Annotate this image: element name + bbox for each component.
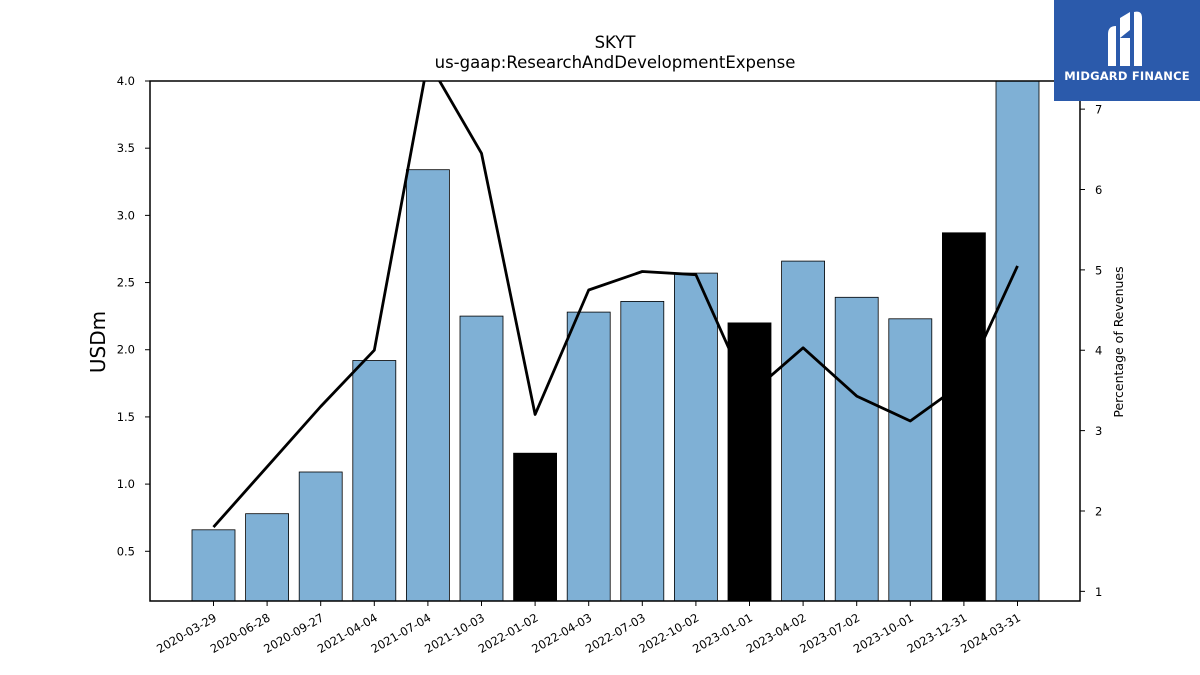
x-tick-label: 2023-04-02 (744, 610, 809, 656)
bar-2022-01-02 (513, 452, 557, 601)
y2-axis-ticks: 1 2 3 4 5 6 7 (1080, 103, 1102, 599)
y-tick-label: 3.5 (117, 141, 135, 155)
x-tick-label: 2021-07-04 (369, 610, 434, 656)
bar-2021-07-04 (405, 169, 450, 601)
bar-2021-04-04 (352, 360, 397, 601)
y2-tick-label: 2 (1095, 504, 1102, 518)
bar-2021-10-03 (459, 315, 504, 601)
y-tick-label: 1.0 (117, 477, 135, 491)
y-tick-label: 2.0 (117, 343, 135, 357)
x-axis-ticks: 2020-03-292020-06-282020-09-272021-04-04… (154, 601, 1023, 656)
y-tick-label: 4.0 (117, 74, 135, 88)
bar-2022-10-02 (674, 272, 718, 601)
x-tick-label: 2024-03-31 (958, 610, 1023, 656)
bar-2020-09-27 (298, 471, 343, 601)
y2-tick-label: 3 (1095, 424, 1102, 438)
x-tick-label: 2022-04-03 (529, 610, 594, 656)
bar-2023-10-01 (888, 318, 933, 601)
chart-title: SKYT (595, 33, 637, 52)
brand-name: MIDGARD FINANCE (1064, 69, 1190, 83)
x-tick-label: 2022-01-02 (476, 610, 541, 656)
y2-axis-label: Percentage of Revenues (1111, 266, 1126, 417)
x-tick-label: 2020-06-28 (208, 610, 273, 656)
bar-2023-07-02 (834, 296, 879, 601)
bar-2020-06-28 (245, 513, 290, 601)
x-tick-label: 2023-07-02 (797, 610, 862, 656)
bar-2023-01-01 (727, 322, 772, 601)
bar-2024-03-31 (995, 81, 1040, 601)
x-tick-label: 2022-07-03 (583, 610, 648, 656)
bar-2023-12-31 (942, 232, 986, 601)
y2-tick-label: 1 (1095, 585, 1102, 599)
y2-tick-label: 5 (1095, 263, 1102, 277)
y-tick-label: 0.5 (117, 544, 135, 558)
x-tick-label: 2021-10-03 (422, 610, 487, 656)
percentage-line (212, 81, 1019, 529)
line-group (212, 81, 1019, 529)
x-tick-label: 2023-10-01 (851, 610, 916, 656)
bar-2022-07-03 (620, 300, 665, 601)
y2-tick-label: 6 (1095, 183, 1102, 197)
y-axis-label: USDm (86, 311, 110, 373)
bar-2022-04-03 (566, 311, 611, 601)
x-tick-label: 2022-10-02 (637, 610, 702, 656)
y-axis-ticks: 0.5 1.0 1.5 2.0 2.5 3.0 3.5 4.0 (117, 74, 150, 558)
plot-frame (149, 80, 1081, 602)
x-tick-label: 2023-12-31 (905, 610, 970, 656)
x-tick-label: 2020-09-27 (261, 610, 326, 656)
chart-subtitle: us-gaap:ResearchAndDevelopmentExpense (435, 53, 796, 72)
midgard-logo-icon (1108, 11, 1142, 67)
y2-tick-label: 4 (1095, 344, 1102, 358)
plot-border (149, 80, 1081, 602)
x-tick-label: 2021-04-04 (315, 610, 380, 656)
bar-2023-04-02 (781, 260, 825, 601)
bars-group (191, 81, 1040, 601)
x-tick-label: 2020-03-29 (154, 610, 219, 656)
brand-logo: MIDGARD FINANCE (1054, 0, 1200, 101)
y-tick-label: 3.0 (117, 208, 135, 222)
y-tick-label: 2.5 (117, 276, 135, 290)
x-tick-label: 2023-01-01 (690, 610, 755, 656)
bar-2020-03-29 (191, 529, 236, 601)
y2-tick-label: 7 (1095, 103, 1102, 117)
y-tick-label: 1.5 (117, 410, 135, 424)
